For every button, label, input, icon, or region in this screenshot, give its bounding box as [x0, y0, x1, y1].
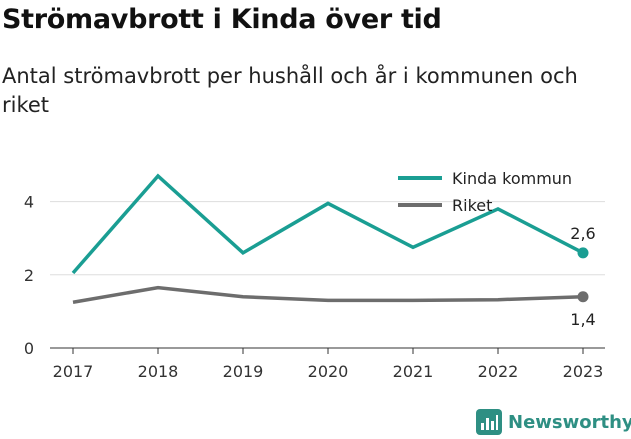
y-tick-label: 4 [24, 193, 34, 212]
legend-label-kinda: Kinda kommun [452, 169, 572, 188]
end-point-riket [577, 291, 589, 303]
chart-subtitle: Antal strömavbrott per hushåll och år i … [2, 64, 578, 117]
end-point-kinda [577, 247, 589, 259]
y-tick-label: 2 [24, 266, 34, 285]
x-tick-label: 2017 [53, 362, 94, 381]
y-tick-label: 0 [24, 339, 34, 358]
series-line-kinda [71, 173, 584, 275]
chart-title: Strömavbrott i Kinda över tid [2, 4, 442, 35]
bar-chart-logo-icon [476, 409, 502, 435]
data-label-kinda: 2,6 [570, 224, 595, 243]
x-tick-label: 2020 [308, 362, 349, 381]
x-tick-label: 2018 [138, 362, 179, 381]
data-label-riket: 1,4 [570, 310, 595, 329]
brand-logo: Newsworthy [476, 406, 631, 438]
legend-label-riket: Riket [452, 196, 492, 215]
series-line-riket [72, 285, 584, 304]
brand-name: Newsworthy [508, 411, 631, 433]
x-tick-label: 2023 [563, 362, 604, 381]
x-tick-label: 2022 [478, 362, 519, 381]
x-tick-label: 2019 [223, 362, 264, 381]
x-tick-label: 2021 [393, 362, 434, 381]
